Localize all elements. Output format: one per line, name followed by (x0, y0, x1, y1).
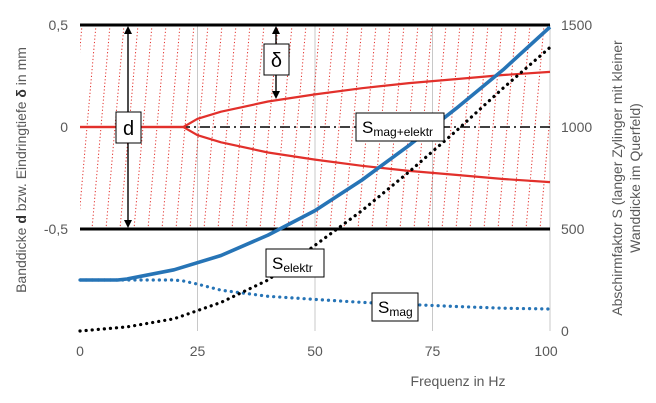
y-left-tick-label: 0 (60, 119, 68, 135)
y-right-tick-label: 0 (561, 323, 569, 339)
series-line-4 (78, 45, 552, 333)
series-line-0 (80, 70, 551, 129)
hatch-line (203, 25, 223, 229)
s-mag-elektr-label: Smag+elektr (362, 118, 433, 139)
s-mag-box (371, 292, 419, 322)
x-tick-label: 50 (307, 343, 323, 359)
delta-label-box (263, 43, 290, 76)
y-axis-label-right-line1: Abschirmfaktor S (langer Zylinger mit kl… (609, 40, 625, 316)
x-axis-label: Frequenz in Hz (411, 373, 506, 389)
x-tick-label: 0 (76, 343, 84, 359)
s-elektr-box (265, 248, 325, 278)
hatch-line (483, 25, 503, 229)
y-left-tick-label: 0,5 (49, 17, 69, 33)
y-axis-label-left: Banddicke d bzw. Eindringtiefe δ in mm (13, 47, 29, 293)
s-elektr-label: Selektr (272, 254, 313, 275)
hatch-line (343, 25, 363, 229)
series-line-3 (78, 278, 552, 311)
series-layer (78, 25, 552, 333)
d-label: d (123, 118, 134, 140)
d-label-box (115, 111, 142, 144)
x-tick-label: 75 (425, 343, 441, 359)
hatch-line (189, 25, 209, 229)
y-left-tick-label: -0,5 (44, 221, 68, 237)
y-right-tick-label: 500 (561, 221, 585, 237)
hatch-line (441, 25, 461, 229)
x-tick-label: 100 (534, 343, 558, 359)
y-axis-label-right-line2: Wanddicke im Querfeld) (627, 103, 643, 253)
y-right-tick-label: 1500 (561, 17, 592, 33)
hatch-line (301, 25, 321, 229)
hatch-line (469, 25, 489, 229)
hatch-line (287, 25, 307, 229)
x-tick-label: 25 (190, 343, 206, 359)
s-mag-label: Smag (378, 298, 413, 319)
series-line-2 (80, 25, 552, 282)
series-line-1 (80, 125, 551, 184)
hatch-line (36, 25, 54, 229)
y-right-tick-label: 1000 (561, 119, 592, 135)
delta-label: δ (271, 50, 282, 72)
hatch-line (329, 25, 349, 229)
s-mag-elektr-box (355, 112, 445, 142)
